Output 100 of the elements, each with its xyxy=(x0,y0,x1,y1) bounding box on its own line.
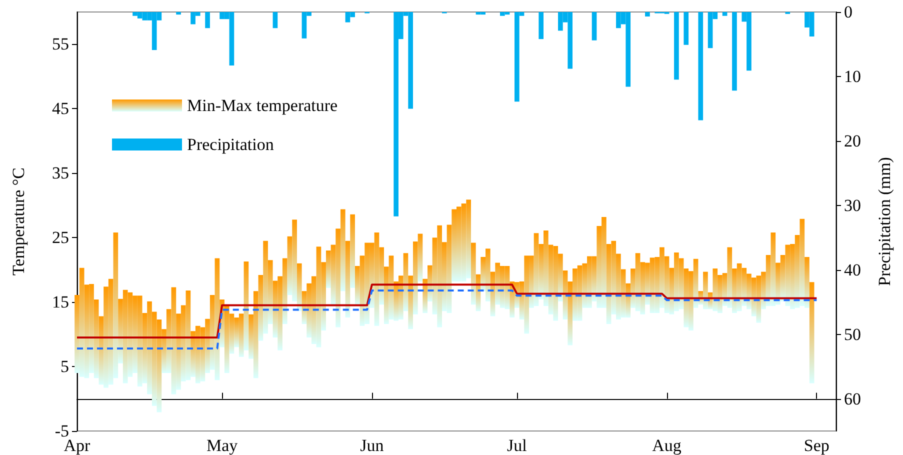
bar xyxy=(718,275,722,314)
bar xyxy=(654,256,660,314)
bar xyxy=(645,12,650,17)
y-tick-label: 5 xyxy=(60,357,69,376)
bar xyxy=(176,314,181,390)
y2-tick-label: 10 xyxy=(844,66,861,86)
bar xyxy=(180,305,186,382)
bar xyxy=(611,240,616,314)
bar xyxy=(582,263,588,308)
y2-tick-label: 50 xyxy=(844,324,861,344)
bar xyxy=(229,314,234,354)
legend-label: Min-Max temperature xyxy=(187,96,338,115)
x-tick-label: Jun xyxy=(360,436,384,455)
bar xyxy=(224,306,230,373)
bar xyxy=(790,244,795,310)
bar xyxy=(684,268,689,328)
bar xyxy=(785,244,790,306)
line-series xyxy=(76,284,818,339)
bar xyxy=(684,12,689,45)
bar xyxy=(340,209,346,292)
y2-tick-label: 60 xyxy=(844,389,861,408)
bar xyxy=(311,276,316,344)
bar xyxy=(272,12,278,28)
bar xyxy=(742,268,747,306)
y-tick-label: 15 xyxy=(52,292,69,312)
bar xyxy=(645,262,650,305)
bar xyxy=(306,283,312,338)
bar xyxy=(572,268,578,321)
bar xyxy=(800,218,805,306)
y-tick-label: 25 xyxy=(52,228,69,248)
bar xyxy=(152,312,157,406)
bar xyxy=(282,258,288,324)
bar xyxy=(602,216,606,308)
bar xyxy=(553,246,558,321)
bar xyxy=(674,12,679,80)
bar xyxy=(480,256,486,292)
bar xyxy=(263,240,268,334)
bar xyxy=(278,276,282,350)
bar xyxy=(113,232,118,378)
bar xyxy=(616,254,621,320)
bar xyxy=(674,252,679,312)
bar xyxy=(195,326,200,384)
bar xyxy=(364,242,370,324)
bar xyxy=(732,12,737,91)
bar xyxy=(238,314,244,357)
bar xyxy=(669,268,674,314)
bar xyxy=(587,256,592,308)
bar xyxy=(118,298,123,364)
bar xyxy=(336,228,340,328)
bar xyxy=(326,250,331,288)
bar xyxy=(248,314,254,359)
bar xyxy=(640,262,646,314)
bar xyxy=(296,263,302,312)
bar xyxy=(398,276,404,320)
bar xyxy=(437,225,442,328)
bar xyxy=(804,256,810,308)
bar xyxy=(287,236,292,295)
bar xyxy=(538,244,544,300)
bar xyxy=(94,300,99,378)
bar xyxy=(486,248,490,302)
bar xyxy=(500,266,505,308)
bar xyxy=(592,12,597,40)
bar xyxy=(442,242,447,312)
bar xyxy=(722,12,728,16)
bar xyxy=(132,296,138,373)
bar xyxy=(596,226,602,308)
bar xyxy=(268,260,273,324)
y2-tick-label: 20 xyxy=(844,131,861,150)
bar xyxy=(630,268,636,308)
bar xyxy=(292,220,297,302)
y-tick-label: 45 xyxy=(52,99,69,118)
y2-axis-title: Precipitation (mm) xyxy=(875,157,894,286)
y2-tick-label: 30 xyxy=(844,196,861,215)
y2-tick-label: 0 xyxy=(844,2,852,22)
bar xyxy=(538,12,544,40)
bar xyxy=(360,256,365,326)
bar xyxy=(354,266,360,305)
y2-tick-label: 40 xyxy=(844,260,861,280)
bar xyxy=(210,294,215,370)
bar xyxy=(688,271,694,330)
line-series xyxy=(76,289,818,350)
bar xyxy=(162,329,166,373)
bar xyxy=(137,296,142,387)
bar xyxy=(330,244,336,305)
x-tick-label: Jul xyxy=(507,436,528,455)
bar xyxy=(452,209,456,282)
bar xyxy=(422,278,428,314)
bar xyxy=(258,275,264,341)
bar xyxy=(660,247,664,308)
bar xyxy=(176,12,181,15)
bar xyxy=(703,272,708,310)
bar xyxy=(122,290,128,384)
bar xyxy=(524,256,530,334)
bar xyxy=(234,318,239,348)
bar xyxy=(544,230,548,306)
bar xyxy=(84,284,90,378)
bar xyxy=(147,301,152,394)
bar xyxy=(374,232,380,326)
bar xyxy=(104,286,108,388)
bar xyxy=(770,232,776,306)
